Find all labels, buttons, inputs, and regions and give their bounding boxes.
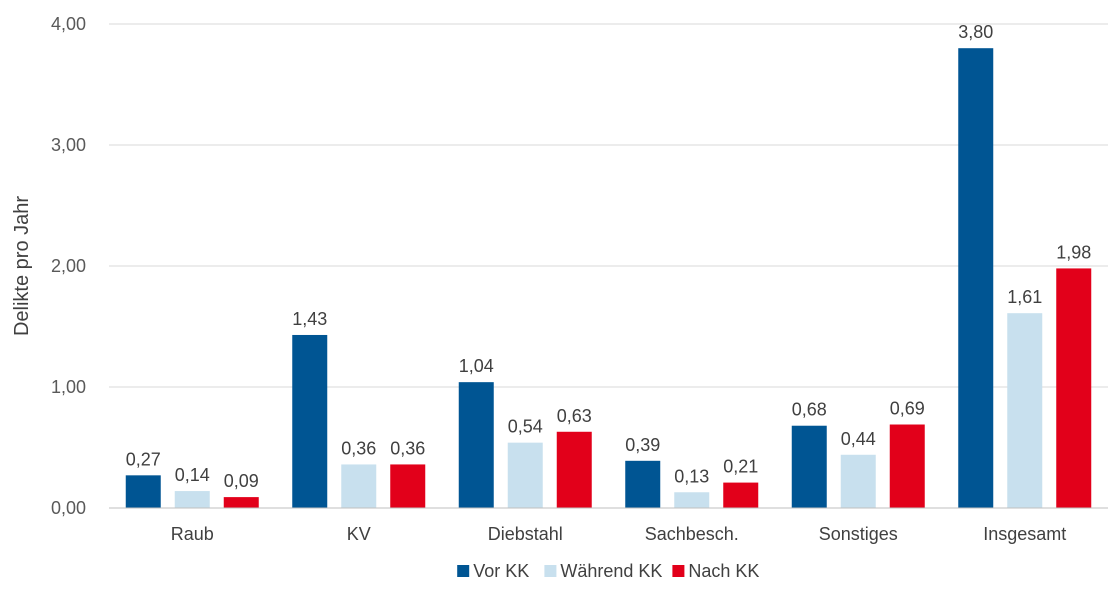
bar: [1056, 268, 1092, 508]
y-tick-label: 4,00: [51, 14, 86, 34]
legend-label: Während KK: [560, 561, 662, 581]
bar: [507, 442, 543, 508]
x-axis-categories: Raub KV Diebstahl Sachbesch. Sonstiges Insges…: [171, 524, 1067, 544]
data-label: 1,98: [1056, 242, 1091, 262]
bar: [125, 475, 161, 508]
data-label: 0,36: [341, 438, 376, 458]
bar: [625, 460, 661, 508]
bar: [1007, 313, 1043, 508]
bar: [791, 425, 827, 508]
data-label: 3,80: [958, 22, 993, 42]
bar: [390, 464, 426, 508]
legend-swatch: [672, 565, 685, 577]
data-label: 0,63: [557, 406, 592, 426]
legend: Vor KK Während KK Nach KK: [457, 561, 759, 581]
bars: [125, 48, 1092, 508]
y-tick-label: 0,00: [51, 498, 86, 518]
data-label: 1,04: [459, 356, 494, 376]
bar: [174, 491, 210, 508]
bar: [556, 431, 592, 508]
data-label: 0,14: [175, 465, 210, 485]
legend-swatch: [457, 565, 470, 577]
y-tick-label: 2,00: [51, 256, 86, 276]
y-tick-label: 3,00: [51, 135, 86, 155]
x-category-label: Insgesamt: [983, 524, 1066, 544]
data-labels: 0,27 0,14 0,09 1,43 0,36 0,36 1,04 0,54 0,63 0,39…: [126, 22, 1092, 491]
legend-swatch: [544, 565, 557, 577]
bar: [341, 464, 377, 508]
data-label: 0,09: [224, 471, 259, 491]
y-axis-ticks: 0,00 1,00 2,00 3,00 4,00: [51, 14, 86, 518]
y-axis-label: Delikte pro Jahr: [11, 196, 33, 336]
bar: [458, 382, 494, 508]
x-category-label: Raub: [171, 524, 214, 544]
gridlines: [109, 23, 1108, 388]
bar: [674, 492, 710, 508]
x-category-label: Diebstahl: [488, 524, 563, 544]
bar: [840, 454, 876, 508]
legend-label: Nach KK: [688, 561, 759, 581]
y-tick-label: 1,00: [51, 377, 86, 397]
bar: [723, 482, 759, 508]
data-label: 0,39: [625, 435, 660, 455]
legend-label: Vor KK: [473, 561, 529, 581]
data-label: 0,68: [792, 400, 827, 420]
data-label: 0,13: [674, 466, 709, 486]
data-label: 1,61: [1007, 287, 1042, 307]
x-category-label: KV: [347, 524, 371, 544]
data-label: 0,27: [126, 449, 161, 469]
bar: [223, 497, 259, 508]
data-label: 1,43: [292, 309, 327, 329]
x-category-label: Sachbesch.: [645, 524, 739, 544]
data-label: 0,54: [508, 417, 543, 437]
data-label: 0,44: [841, 429, 876, 449]
bar: [889, 424, 925, 508]
x-category-label: Sonstiges: [819, 524, 898, 544]
data-label: 0,36: [390, 438, 425, 458]
data-label: 0,69: [890, 399, 925, 419]
bar: [958, 48, 994, 508]
data-label: 0,21: [723, 457, 758, 477]
bar: [292, 334, 328, 508]
